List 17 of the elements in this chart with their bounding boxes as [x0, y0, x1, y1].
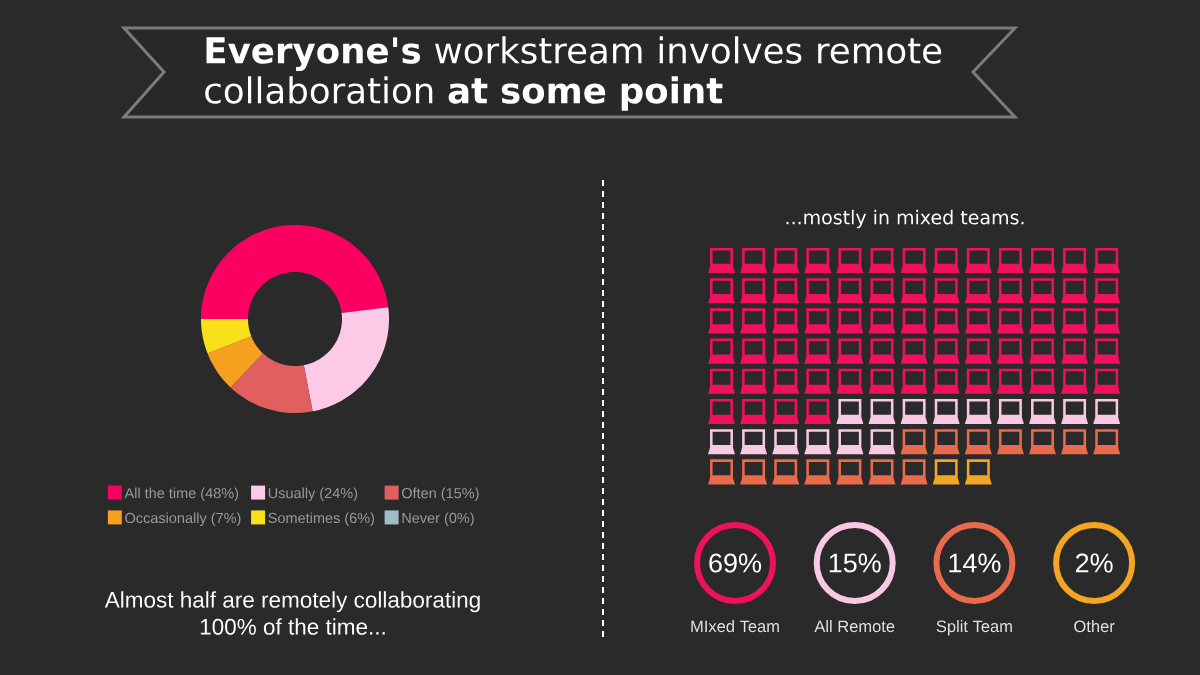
text: ...mostly in mixed teams. — [786, 209, 1024, 229]
legend-label: All the time (48%) — [124, 487, 239, 502]
text: Almost half are remotely collaborating 100% of the time... — [104, 591, 480, 635]
data-label: 69% — [709, 553, 762, 573]
category-label: Other — [1074, 620, 1115, 633]
legend-label: Usually (24%) — [268, 487, 358, 502]
data-label: 2% — [1075, 553, 1113, 573]
category-label: All Remote — [814, 620, 895, 633]
data-label: 15% — [829, 553, 881, 573]
category-label: Split Team — [936, 620, 1012, 636]
legend-label: Sometimes (6%) — [268, 512, 375, 526]
data-label: 14% — [949, 553, 1001, 573]
legend-label: Often (15%) — [401, 487, 479, 502]
category-label: MIxed Team — [691, 620, 779, 633]
text: Everyone's workstream involves remote collaboration at some point — [205, 36, 942, 111]
legend-label: Never (0%) — [402, 512, 474, 526]
legend-label: Occasionally (7%) — [125, 512, 241, 526]
